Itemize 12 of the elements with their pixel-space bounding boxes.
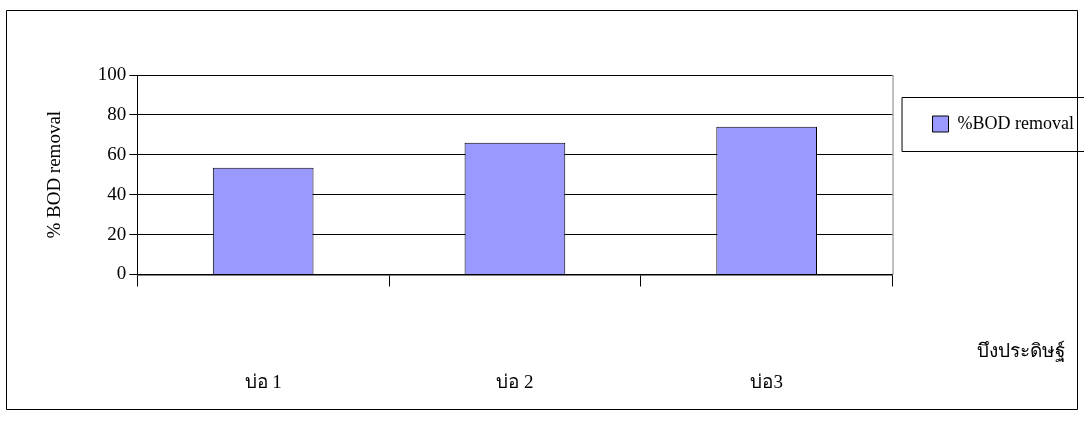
y-tick-label: 100 bbox=[97, 62, 127, 84]
x-axis-title: บึงประดิษฐ์ bbox=[976, 339, 1065, 362]
y-tick-label: 20 bbox=[107, 222, 127, 244]
y-tick-label: 40 bbox=[107, 182, 127, 204]
y-tick-label: 60 bbox=[107, 142, 127, 164]
legend-label: %BOD removal bbox=[957, 112, 1075, 133]
y-axis-title: % BOD removal bbox=[43, 110, 65, 239]
y-tick-label: 80 bbox=[107, 102, 127, 124]
x-tick-label: บ่อ3 bbox=[750, 370, 783, 392]
x-tick-label: บ่อ 1 bbox=[244, 370, 282, 392]
x-tick-label: บ่อ 2 bbox=[496, 370, 534, 392]
y-tick-label: 0 bbox=[116, 262, 127, 284]
